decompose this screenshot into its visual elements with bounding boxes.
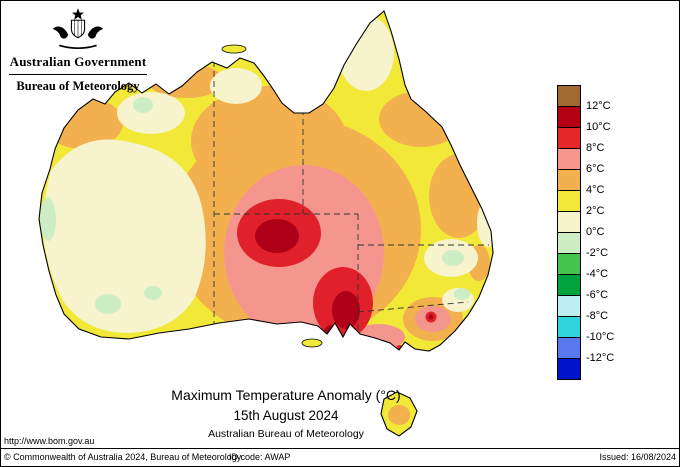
legend-label: 6°C xyxy=(586,163,605,175)
legend-label: 10°C xyxy=(586,121,611,133)
legend-swatch xyxy=(557,253,581,275)
legend-label: 2°C xyxy=(586,205,605,217)
legend-swatch xyxy=(557,295,581,317)
legend: 12°C 10°C 8°C 6°C 4°C 2°C 0°C -2°C -4°C -6°C -8°C -… xyxy=(557,85,641,380)
legend-label: -10°C xyxy=(586,331,615,343)
copyright-text: © Commonwealth of Australia 2024, Bureau… xyxy=(4,452,242,462)
tasmania-coastline xyxy=(380,391,418,437)
legend-swatch xyxy=(557,274,581,296)
map-org: Australian Bureau of Meteorology xyxy=(208,428,364,440)
legend-swatch xyxy=(557,337,581,359)
mainland-coastline xyxy=(38,10,494,352)
tasmania xyxy=(380,391,418,437)
id-code-text: ID code: AWAP xyxy=(229,452,291,462)
small-islands xyxy=(221,44,323,348)
legend-label: 12°C xyxy=(586,100,611,112)
header-divider xyxy=(9,74,147,75)
legend-label: -4°C xyxy=(586,268,609,280)
government-title: Australian Government xyxy=(9,54,147,69)
legend-swatch xyxy=(557,148,581,170)
state-borders-dashed xyxy=(213,61,489,334)
legend-label: 0°C xyxy=(586,226,605,238)
legend-swatch xyxy=(557,190,581,212)
legend-swatch xyxy=(557,127,581,149)
legend-swatch xyxy=(557,232,581,254)
map-title: Maximum Temperature Anomaly (°C) xyxy=(171,387,401,403)
legend-swatch xyxy=(557,169,581,191)
legend-swatch xyxy=(557,211,581,233)
legend-label: 8°C xyxy=(586,142,605,154)
legend-label: -8°C xyxy=(586,310,609,322)
legend-label: 4°C xyxy=(586,184,605,196)
tasmania-anomaly xyxy=(388,405,410,425)
legend-swatch xyxy=(557,85,581,107)
legend-swatch xyxy=(557,316,581,338)
legend-swatch xyxy=(557,358,581,380)
map-date: 15th August 2024 xyxy=(233,408,339,423)
coat-of-arms-icon xyxy=(52,8,104,49)
green-anomaly-regions xyxy=(40,97,470,314)
legend-label: -2°C xyxy=(586,247,609,259)
legend-swatch xyxy=(557,106,581,128)
map-titles: Maximum Temperature Anomaly (°C) 15th Au… xyxy=(96,387,476,440)
agency-header: Australian Government Bureau of Meteorol… xyxy=(7,6,149,94)
anomaly-regions xyxy=(40,15,493,351)
footer-bar: © Commonwealth of Australia 2024, Bureau… xyxy=(1,448,679,466)
bureau-title: Bureau of Meteorology xyxy=(16,79,140,93)
mainland xyxy=(38,10,494,352)
legend-label: -6°C xyxy=(586,289,609,301)
issued-text: Issued: 16/08/2024 xyxy=(599,452,676,462)
legend-label: -12°C xyxy=(586,352,615,364)
bom-url: http://www.bom.gov.au xyxy=(4,436,95,446)
